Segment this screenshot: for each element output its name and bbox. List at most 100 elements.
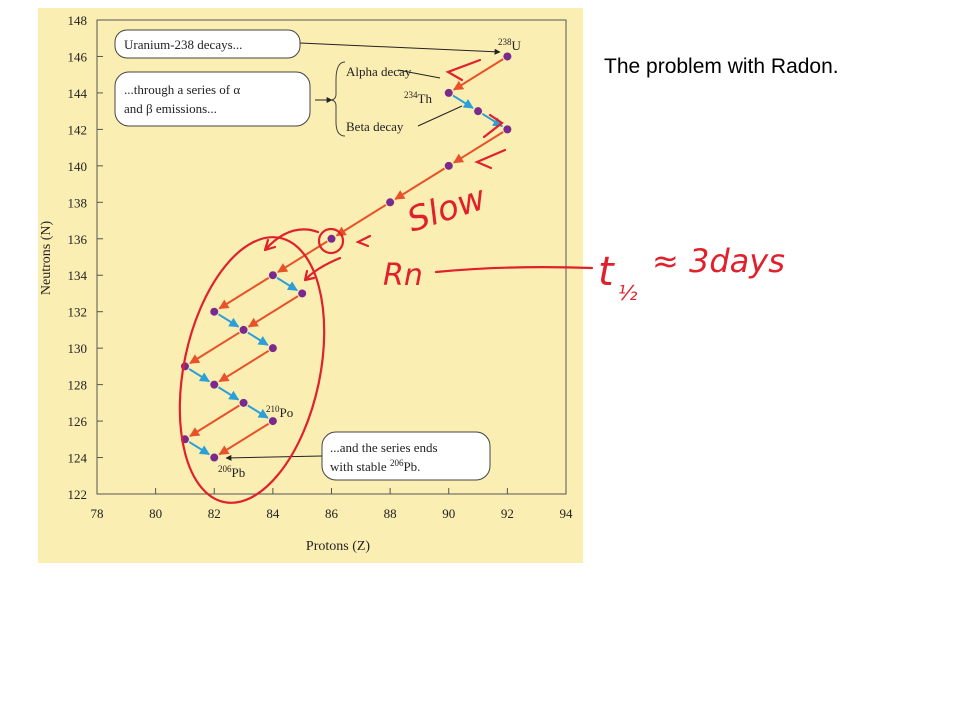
hand-arrow — [263, 228, 320, 252]
point-label: Po — [280, 405, 294, 420]
decay-arrow — [217, 313, 240, 328]
nuclide-point — [327, 234, 336, 243]
handwriting — [178, 58, 594, 504]
y-tick-label: 136 — [68, 232, 88, 247]
decay-arrow — [218, 349, 270, 383]
decay-arrow — [188, 441, 211, 456]
callout-line — [417, 105, 463, 127]
nuclide-point — [268, 344, 277, 353]
point-label: 206Pb — [218, 464, 245, 480]
x-tick-label: 78 — [91, 506, 104, 521]
y-tick-label: 134 — [68, 268, 88, 283]
callout-text: and β emissions... — [124, 101, 217, 116]
nuclide-point — [503, 125, 512, 134]
decay-arrow — [218, 277, 270, 310]
callout-arrow — [225, 454, 323, 461]
x-axis-label: Protons (Z) — [306, 539, 371, 554]
x-tick-label: 94 — [560, 506, 574, 521]
y-tick-label: 124 — [68, 451, 88, 466]
nuclide-point — [298, 289, 307, 298]
x-tick-label: 80 — [149, 506, 162, 521]
x-tick-label: 84 — [266, 506, 280, 521]
point-label: U — [512, 38, 522, 53]
nuclide-point — [268, 417, 277, 426]
hand-circle — [317, 227, 345, 255]
callout-text: with stable 206Pb. — [330, 458, 420, 474]
nuclide-point — [210, 453, 219, 462]
callout-text: with stable — [330, 459, 387, 474]
decay-arrow — [335, 204, 387, 237]
y-tick-label: 128 — [68, 378, 88, 393]
nuclide-point — [239, 325, 248, 334]
x-tick-label: 86 — [325, 506, 339, 521]
nuclide-point — [444, 88, 453, 97]
x-tick-label: 82 — [208, 506, 221, 521]
decay-arrow — [218, 422, 270, 456]
point-label: 234 — [404, 90, 418, 100]
nuclide-point — [239, 398, 248, 407]
callout-arrow — [299, 42, 501, 55]
nuclide-point — [474, 107, 483, 116]
nuclide-point — [268, 271, 277, 280]
point-label: 238U — [498, 37, 522, 53]
nuclide-point — [503, 52, 512, 61]
nuclide-point — [444, 161, 453, 170]
point-label: Th — [418, 91, 433, 106]
callout-text: Uranium-238 decays... — [124, 37, 242, 52]
bracket — [329, 61, 346, 137]
callout-box — [114, 29, 301, 59]
callout-text: ...through a series of α — [124, 82, 240, 97]
y-tick-label: 132 — [68, 305, 88, 320]
decay-arrow — [189, 404, 240, 437]
slide-title: The problem with Radon. — [604, 55, 839, 78]
decay-arrow — [452, 94, 474, 109]
callout-text: Alpha decay — [346, 64, 412, 79]
y-axis-label: Neutrons (N) — [39, 221, 54, 296]
decay-arrow — [217, 386, 240, 401]
callout-text: Pb. — [403, 459, 420, 474]
y-tick-label: 146 — [68, 49, 88, 64]
x-tick-label: 88 — [384, 506, 397, 521]
y-tick-label: 140 — [68, 159, 88, 174]
y-tick-label: 148 — [68, 13, 88, 28]
callout-box — [114, 71, 311, 127]
hand-text: Rn — [383, 258, 423, 293]
decay-arrow — [247, 331, 269, 346]
point-label: 210Po — [266, 404, 293, 420]
y-tick-label: 122 — [68, 487, 88, 502]
hand-arrow — [482, 113, 504, 139]
x-tick-label: 92 — [501, 506, 514, 521]
hand-arrow — [445, 58, 482, 82]
nuclide-point — [210, 380, 219, 389]
point-label: 234Th — [404, 90, 432, 106]
decay-arrow — [247, 295, 299, 328]
decay-arrow — [452, 58, 504, 91]
y-tick-label: 126 — [68, 414, 88, 429]
callout-text: Beta decay — [346, 119, 404, 134]
hand-text: t — [598, 249, 615, 295]
y-tick-label: 130 — [68, 341, 88, 356]
callout-text: 206 — [390, 458, 404, 468]
y-tick-label: 138 — [68, 195, 88, 210]
callout-text: ...and the series ends — [330, 440, 438, 455]
callout-line — [397, 69, 441, 79]
x-tick-label: 90 — [442, 506, 455, 521]
hand-arrow — [474, 148, 507, 170]
hand-arrow — [303, 256, 342, 282]
hand-arrow — [355, 234, 372, 248]
decay-arrow — [188, 368, 211, 383]
y-tick-label: 142 — [68, 122, 88, 137]
hand-line — [434, 266, 594, 274]
point-label: Pb — [232, 465, 246, 480]
nuclide-point — [386, 198, 395, 207]
decay-arrow — [394, 167, 446, 200]
decay-arrow — [277, 240, 328, 273]
point-label: 238 — [498, 37, 512, 47]
decay-arrow — [276, 277, 298, 292]
hand-text: ½ — [618, 281, 638, 305]
point-label: 210 — [266, 404, 280, 414]
y-tick-label: 144 — [68, 86, 88, 101]
decay-arrow — [452, 131, 504, 164]
point-label: 206 — [218, 464, 232, 474]
